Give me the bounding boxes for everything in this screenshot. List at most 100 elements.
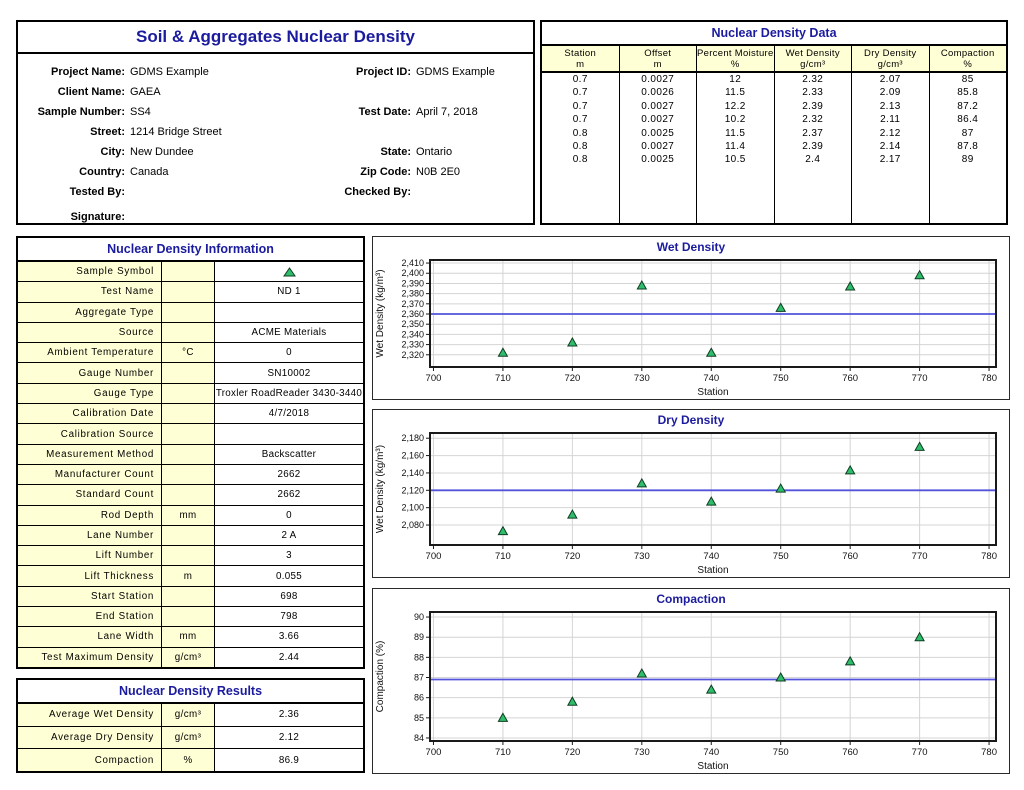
header-field-row: Project Name: GDMS Example Project ID: GDMS… xyxy=(18,62,533,82)
field-value: SS4 xyxy=(130,106,151,118)
report-title: Soil & Aggregates Nuclear Density xyxy=(18,22,533,54)
nd-results-table: Average Wet Density g/cm³ 2.36 Average Dry … xyxy=(18,704,363,772)
row-value: SN10002 xyxy=(215,363,363,383)
table-cell: 85 xyxy=(961,74,974,85)
data-point-marker xyxy=(705,684,717,694)
header-field-row: Signature: xyxy=(18,207,533,227)
row-label: Average Dry Density xyxy=(18,726,162,749)
y-tick-label: 2,330 xyxy=(401,340,424,350)
y-tick-label: 2,320 xyxy=(401,350,424,360)
row-label: Measurement Method xyxy=(18,444,162,464)
filler-cell xyxy=(930,167,1007,223)
x-tick-label: 730 xyxy=(634,747,650,758)
field-label: Project Name: xyxy=(51,66,125,78)
row-label: Gauge Type xyxy=(18,383,162,404)
row-unit: m xyxy=(162,566,215,586)
nuclear-density-results-box: Nuclear Density Results Average Wet Dens… xyxy=(16,678,365,773)
nd-data-column-header: Compaction% xyxy=(930,46,1007,71)
field-value: GAEA xyxy=(130,86,161,98)
table-cell: 0.0027 xyxy=(620,139,697,154)
row-value: 4/7/2018 xyxy=(215,404,363,424)
data-point-marker xyxy=(567,696,578,706)
table-row: Calibration Date 4/7/2018 xyxy=(18,404,363,425)
row-value: 86.9 xyxy=(215,749,363,772)
report-header-fields: Project Name: GDMS Example Project ID: GDMS… xyxy=(18,54,533,227)
table-row: Ambient Temperature °C 0 xyxy=(18,343,363,364)
row-value xyxy=(215,424,363,444)
data-point-marker xyxy=(567,509,578,519)
table-cell: 0.7 xyxy=(542,113,620,127)
table-cell: 2.37 xyxy=(775,126,852,140)
table-cell: 87.8 xyxy=(957,140,979,152)
field-label: Country: xyxy=(79,166,125,178)
row-unit xyxy=(162,363,215,383)
row-label: Ambient Temperature xyxy=(18,343,162,363)
row-value: ND 1 xyxy=(215,282,363,302)
y-tick-label: 2,410 xyxy=(401,258,424,268)
table-row: Lane Width mm 3.66 xyxy=(18,627,363,648)
row-value: 0 xyxy=(215,343,363,363)
y-axis-label: Compaction (%) xyxy=(375,641,386,713)
row-label: Average Wet Density xyxy=(18,704,162,726)
x-tick-label: 750 xyxy=(773,747,789,758)
table-cell: 86.4 xyxy=(957,114,979,126)
data-point-marker xyxy=(844,464,856,475)
field-value: Ontario xyxy=(416,146,453,158)
column-unit: g/cm³ xyxy=(800,59,826,70)
nd-data-column-header: Dry Density g/cm³ xyxy=(852,46,930,71)
dry-density-chart-box: Dry Density 700 710 720 730 740 750 760 770 780 2… xyxy=(372,409,1010,578)
y-tick-label: 85 xyxy=(414,713,424,723)
x-tick-label: 720 xyxy=(564,551,580,562)
x-tick-label: 700 xyxy=(426,551,442,562)
nd-info-title: Nuclear Density Information xyxy=(18,238,363,262)
row-value: 0.055 xyxy=(215,566,363,586)
data-point-marker xyxy=(497,712,509,722)
field-label: Sample Number: xyxy=(37,106,125,118)
data-point-marker xyxy=(705,496,717,506)
x-tick-label: 710 xyxy=(495,747,511,758)
row-value: 2662 xyxy=(215,485,363,505)
table-cell: 0.0026 xyxy=(620,86,697,100)
field-value xyxy=(130,182,288,202)
table-row: Lift Number 3 xyxy=(18,546,363,567)
row-value: 2 A xyxy=(215,525,363,546)
table-cell: 2.14 xyxy=(852,139,930,154)
row-value: Backscatter xyxy=(215,444,363,464)
row-label: Source xyxy=(18,322,162,343)
y-tick-label: 2,180 xyxy=(401,433,424,443)
table-row: 0.7 0.0026 11.5 2.33 2.09 85.8 xyxy=(542,86,1006,100)
table-cell: 0.0025 xyxy=(620,153,697,167)
table-row: Lift Thickness m 0.055 xyxy=(18,566,363,587)
field-label: Checked By: xyxy=(344,186,411,198)
table-row: Average Dry Density g/cm³ 2.12 xyxy=(18,726,363,750)
x-tick-label: 770 xyxy=(912,551,928,562)
table-row: Rod Depth mm 0 xyxy=(18,505,363,526)
table-cell: 0.0027 xyxy=(620,73,697,87)
data-point-marker xyxy=(914,631,925,642)
data-point-marker xyxy=(497,525,509,536)
field-label: Signature: xyxy=(70,211,125,223)
nd-data-column-header: Offset m xyxy=(620,46,697,71)
nd-info-table: Sample Symbol Test Name ND 1 Aggregate Type… xyxy=(18,262,363,667)
field-label: Zip Code: xyxy=(360,166,411,178)
field-value xyxy=(416,82,533,102)
header-field-row: Country: Canada Zip Code: N0B 2E0 xyxy=(18,162,533,182)
x-tick-label: 770 xyxy=(912,373,928,384)
x-tick-label: 750 xyxy=(773,373,789,384)
column-unit: g/cm³ xyxy=(877,59,903,70)
x-axis-label: Station xyxy=(697,761,728,772)
table-cell: 2.07 xyxy=(852,73,930,87)
header-field-row: City: New Dundee State: Ontario xyxy=(18,142,533,162)
header-field-row: Tested By: Checked By: xyxy=(18,182,533,202)
plot-frame xyxy=(429,432,997,546)
row-unit xyxy=(162,302,215,322)
table-cell: 2.17 xyxy=(852,153,930,167)
column-unit: % xyxy=(730,59,740,70)
table-cell: 89 xyxy=(961,154,974,166)
table-cell: 0.0025 xyxy=(620,126,697,140)
row-label: Lift Number xyxy=(18,546,162,566)
header-field-row: Sample Number: SS4 Test Date: April 7, 2018 xyxy=(18,102,533,122)
x-tick-label: 740 xyxy=(703,747,719,758)
row-unit: g/cm³ xyxy=(162,726,215,749)
table-cell: 0.0027 xyxy=(620,99,697,114)
